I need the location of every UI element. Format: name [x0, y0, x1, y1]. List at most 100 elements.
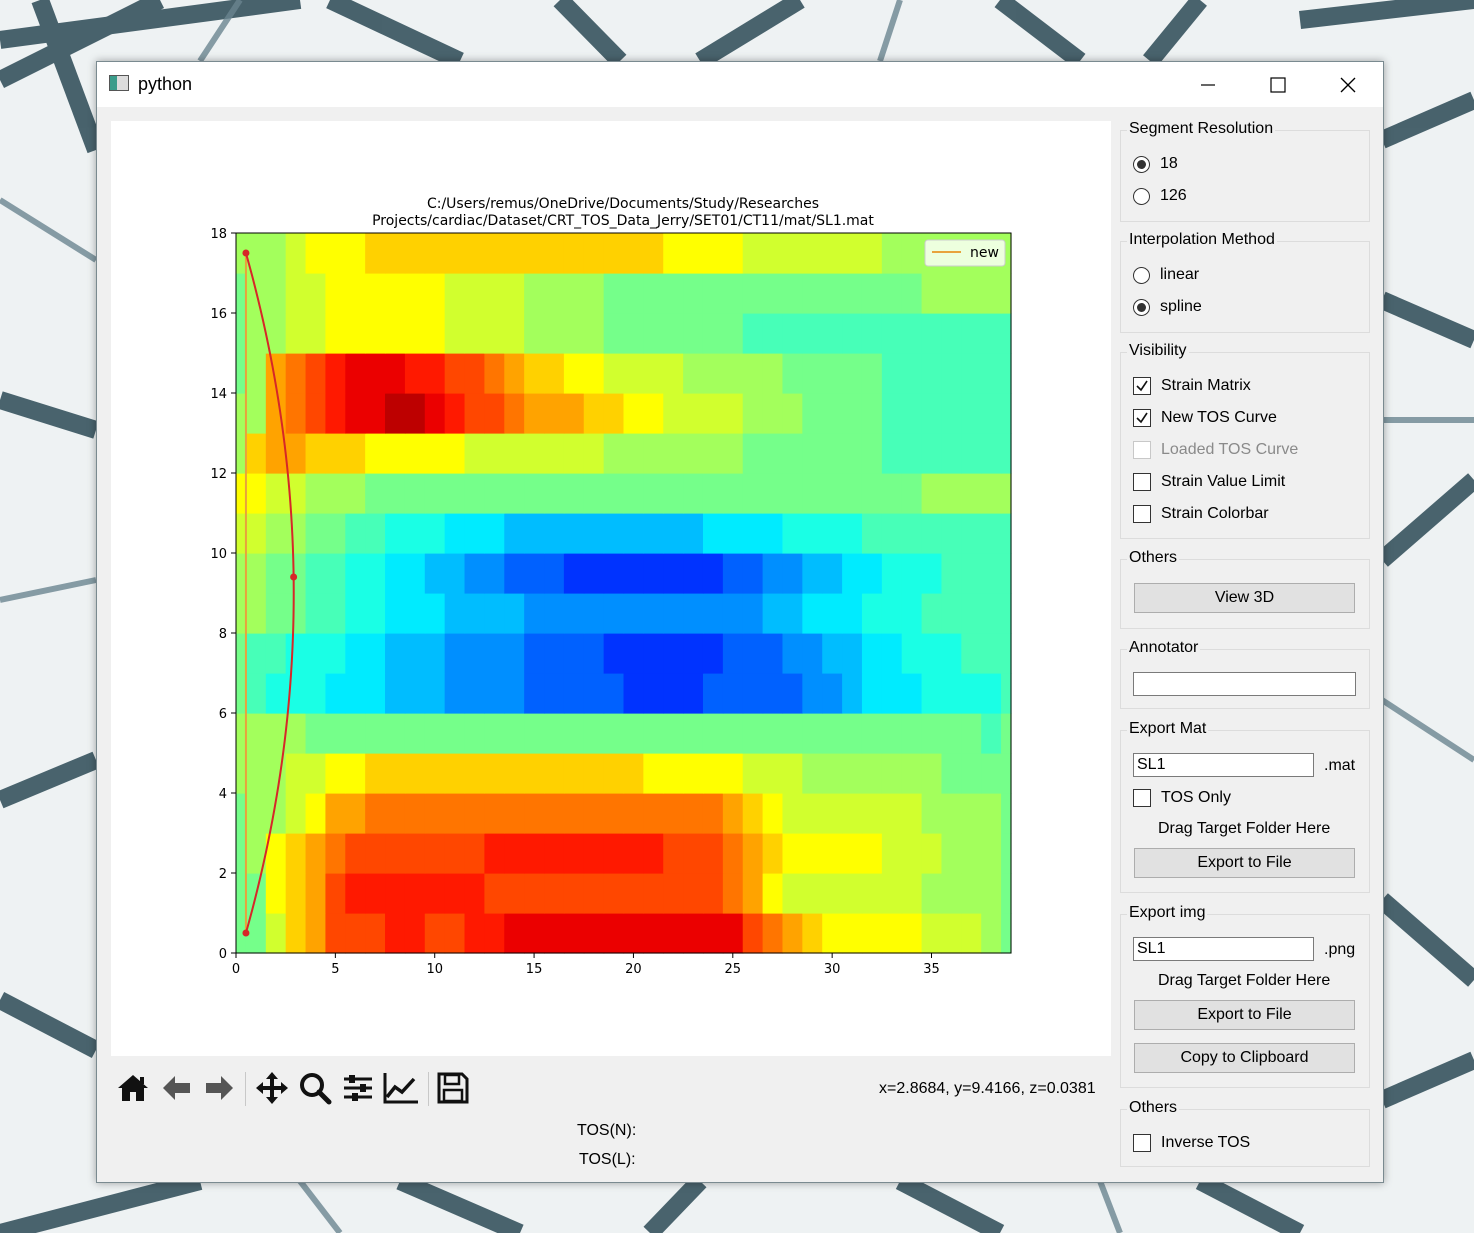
heatmap-cell: [822, 273, 843, 314]
heatmap-cell: [464, 753, 485, 794]
heatmap-cell: [236, 753, 247, 794]
checkbox-strain-colorbar[interactable]: Strain Colorbar: [1133, 502, 1269, 526]
export-mat-drop-target[interactable]: Drag Target Folder Here: [1158, 820, 1331, 837]
heatmap-cell: [881, 233, 903, 274]
heatmap-cell: [961, 633, 982, 674]
maximize-icon: [1270, 76, 1286, 93]
heatmap-cell: [245, 913, 267, 954]
heatmap-cell: [941, 793, 962, 834]
heatmap-cell: [236, 873, 247, 914]
spline-control-point[interactable]: [242, 929, 250, 937]
plot-canvas[interactable]: C:/Users/remus/OneDrive/Documents/Study/…: [111, 121, 1111, 1056]
heatmap-cell: [683, 753, 704, 794]
heatmap-cell: [365, 473, 386, 514]
radio-segment-126[interactable]: 126: [1133, 184, 1187, 208]
radio-linear[interactable]: linear: [1133, 263, 1199, 287]
minimize-button[interactable]: [1173, 62, 1243, 107]
checkbox-strain-value-limit[interactable]: Strain Value Limit: [1133, 470, 1285, 494]
y-tick-label: 14: [210, 387, 227, 402]
heatmap-cell: [603, 553, 625, 594]
heatmap-cell: [742, 833, 764, 874]
heatmap-cell: [345, 473, 366, 514]
heatmap-cell: [742, 793, 764, 834]
heatmap-cell: [504, 713, 525, 754]
checkbox-new-tos-curve[interactable]: New TOS Curve: [1133, 406, 1277, 430]
radio-spline[interactable]: spline: [1133, 295, 1202, 319]
heatmap-cell: [305, 473, 327, 514]
heatmap-cell: [544, 273, 565, 314]
x-tick-label: 15: [526, 962, 543, 977]
copy-to-clipboard-button[interactable]: Copy to Clipboard: [1134, 1043, 1355, 1073]
heatmap-cell: [285, 873, 307, 914]
heatmap-cell: [404, 753, 426, 794]
heatmap-cell: [702, 353, 724, 394]
heatmap-cell: [583, 753, 605, 794]
heatmap-cell: [961, 793, 982, 834]
radio-label: 18: [1160, 155, 1178, 172]
heatmap-cell: [623, 593, 644, 634]
heatmap-cell: [603, 913, 625, 954]
heatmap-cell: [305, 913, 327, 954]
export-img-filename-input[interactable]: [1133, 937, 1314, 961]
heatmap-cell: [603, 873, 625, 914]
heatmap-cell: [563, 873, 585, 914]
heatmap-cell: [702, 433, 724, 474]
view-3d-button[interactable]: View 3D: [1134, 583, 1355, 613]
checkbox-indicator: [1133, 789, 1151, 807]
back-button[interactable]: [157, 1068, 197, 1108]
heatmap-cell: [702, 313, 724, 354]
heatmap-cell: [981, 473, 1002, 514]
export-img-drop-target[interactable]: Drag Target Folder Here: [1158, 972, 1331, 989]
checkbox-strain-matrix[interactable]: Strain Matrix: [1133, 374, 1251, 398]
export-mat-filename-input[interactable]: [1133, 753, 1314, 777]
heatmap-cell: [365, 393, 386, 434]
heatmap-cell: [236, 393, 247, 434]
save-figure-button[interactable]: [433, 1068, 473, 1108]
edit-axis-button[interactable]: [381, 1068, 421, 1108]
checkbox-tos-only[interactable]: TOS Only: [1133, 786, 1231, 810]
radio-segment-18[interactable]: 18: [1133, 152, 1178, 176]
configure-subplots-button[interactable]: [338, 1068, 378, 1108]
heatmap-cell: [345, 713, 366, 754]
annotator-input[interactable]: [1133, 672, 1356, 696]
heatmap-cell: [524, 393, 545, 434]
close-button[interactable]: [1313, 62, 1383, 107]
heatmap-cell: [702, 273, 724, 314]
home-button[interactable]: [113, 1068, 153, 1108]
heatmap-cell: [484, 393, 505, 434]
heatmap-cell: [782, 353, 803, 394]
export-mat-button[interactable]: Export to File: [1134, 848, 1355, 878]
heatmap-cell: [245, 513, 267, 554]
cursor-coordinates: x=2.8684, y=9.4166, z=0.0381: [879, 1080, 1096, 1097]
heatmap-cell: [702, 513, 724, 554]
heatmap-cell: [643, 673, 664, 714]
spline-control-point[interactable]: [290, 573, 298, 581]
heatmap-cell: [484, 553, 505, 594]
zoom-button[interactable]: [295, 1068, 335, 1108]
heatmap-cell: [285, 593, 307, 634]
export-img-button[interactable]: Export to File: [1134, 1000, 1355, 1030]
heatmap-cell: [603, 233, 625, 274]
pan-button[interactable]: [252, 1068, 292, 1108]
y-tick-label: 6: [219, 707, 227, 722]
maximize-button[interactable]: [1243, 62, 1313, 107]
heatmap-cell: [702, 833, 724, 874]
spline-control-point[interactable]: [242, 249, 250, 257]
heatmap-cell: [881, 793, 903, 834]
heatmap-cell: [544, 553, 565, 594]
heatmap-cell: [524, 873, 545, 914]
heatmap-cell: [643, 313, 664, 354]
heatmap-cell: [245, 833, 267, 874]
heatmap-cell: [1001, 753, 1012, 794]
checkbox-inverse-tos[interactable]: Inverse TOS: [1133, 1131, 1250, 1155]
heatmap-cell: [881, 833, 903, 874]
interpolation-method-title: Interpolation Method: [1127, 231, 1277, 249]
heatmap-cell: [1001, 913, 1012, 954]
heatmap-cell: [305, 433, 327, 474]
heatmap-cell: [941, 833, 962, 874]
heatmap-cell: [782, 273, 803, 314]
heatmap-cell: [822, 873, 843, 914]
heatmap-cell: [683, 833, 704, 874]
forward-button[interactable]: [199, 1068, 239, 1108]
heatmap-cell: [236, 833, 247, 874]
